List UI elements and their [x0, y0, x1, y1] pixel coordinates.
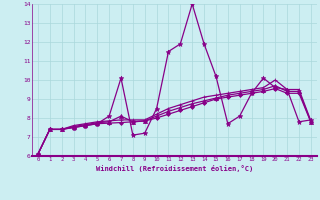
X-axis label: Windchill (Refroidissement éolien,°C): Windchill (Refroidissement éolien,°C)	[96, 165, 253, 172]
